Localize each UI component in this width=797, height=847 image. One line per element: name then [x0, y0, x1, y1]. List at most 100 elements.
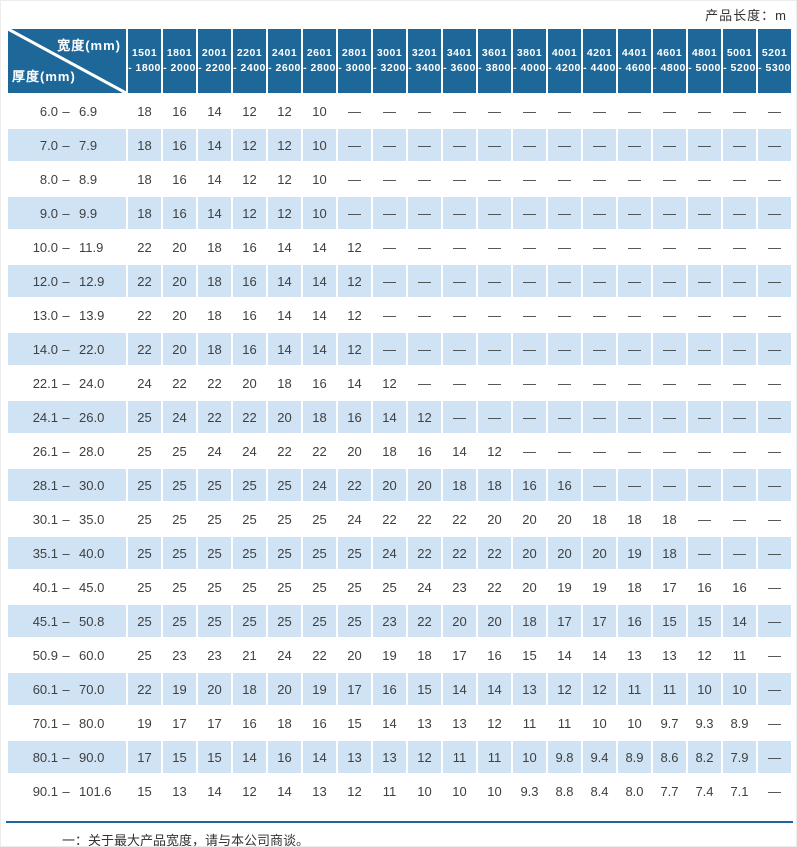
max-length-cell: —	[373, 299, 406, 331]
max-length-cell: 13	[303, 775, 336, 807]
max-length-cell: 11	[478, 741, 511, 773]
row-label-thickness-range: 9.0–9.9	[8, 197, 126, 229]
max-length-cell: —	[723, 367, 756, 399]
max-length-cell: 14	[303, 333, 336, 365]
max-length-cell: —	[583, 129, 616, 161]
max-length-cell: 20	[443, 605, 476, 637]
max-length-cell: 18	[128, 129, 161, 161]
max-length-cell: 14	[268, 265, 301, 297]
max-length-cell: 18	[303, 401, 336, 433]
max-length-cell: —	[618, 401, 651, 433]
range-dash: –	[62, 681, 70, 697]
max-length-cell: 8.4	[583, 775, 616, 807]
max-length-cell: 9.4	[583, 741, 616, 773]
max-length-cell: —	[548, 163, 581, 195]
max-length-cell: —	[758, 265, 791, 297]
max-length-cell: 17	[198, 707, 231, 739]
max-length-cell: 24	[373, 537, 406, 569]
max-length-cell: 20	[408, 469, 441, 501]
max-length-cell: 25	[128, 639, 161, 671]
max-length-cell: —	[758, 605, 791, 637]
row-label-thickness-range: 13.0–13.9	[8, 299, 126, 331]
max-length-cell: —	[373, 197, 406, 229]
max-length-cell: 25	[163, 435, 196, 467]
table-row: 30.1–35.0 25 25 25 25 25 25 24 22 22 22 20 20 20 18 18 1…	[8, 503, 791, 535]
max-length-cell: —	[688, 299, 721, 331]
max-length-cell: 16	[233, 231, 266, 263]
col-header-width-range: 4601 - 4800	[653, 29, 686, 93]
width-range-to: - 1800	[128, 62, 161, 74]
table-row: 14.0–22.0 22 20 18 16 14 14 12— — — — — — — — — — — —	[8, 333, 791, 365]
max-length-cell: 16	[338, 401, 371, 433]
max-length-cell: 15	[653, 605, 686, 637]
max-length-cell: 15	[688, 605, 721, 637]
max-length-cell: —	[758, 401, 791, 433]
max-length-cell: 20	[163, 299, 196, 331]
max-length-cell: 25	[163, 571, 196, 603]
range-dash: –	[62, 239, 70, 255]
max-length-cell: —	[583, 95, 616, 127]
max-length-cell: 24	[128, 367, 161, 399]
max-length-cell: 22	[338, 469, 371, 501]
max-length-cell: —	[443, 401, 476, 433]
max-length-cell: 22	[478, 537, 511, 569]
max-length-cell: 14	[303, 265, 336, 297]
max-length-cell: 10	[303, 95, 336, 127]
col-header-width-range: 2801 - 3000	[338, 29, 371, 93]
max-length-cell: 10	[618, 707, 651, 739]
max-length-cell: —	[723, 197, 756, 229]
width-range-from: 3801	[516, 47, 543, 59]
max-length-cell: —	[583, 299, 616, 331]
max-length-cell: 18	[653, 537, 686, 569]
range-dash: –	[62, 579, 70, 595]
max-length-cell: —	[338, 197, 371, 229]
max-length-cell: 13	[373, 741, 406, 773]
max-length-cell: 15	[513, 639, 546, 671]
max-length-cell: —	[758, 163, 791, 195]
width-range-to: - 5000	[688, 62, 721, 74]
max-length-cell: 22	[443, 503, 476, 535]
max-length-cell: —	[653, 265, 686, 297]
max-length-cell: —	[723, 401, 756, 433]
max-length-cell: 25	[233, 571, 266, 603]
max-length-cell: 12	[268, 95, 301, 127]
max-length-cell: 20	[233, 367, 266, 399]
thickness-max: 70.0	[79, 681, 105, 697]
max-length-cell: 18	[128, 95, 161, 127]
table-row: 26.1–28.0 25 25 24 24 22 22 20 18 16 14 12— — — — — — — —	[8, 435, 791, 467]
max-length-cell: 20	[548, 503, 581, 535]
max-length-cell: —	[548, 197, 581, 229]
width-range-to: - 5200	[723, 62, 756, 74]
max-length-cell: 14	[443, 435, 476, 467]
max-length-cell: 22	[198, 401, 231, 433]
max-length-cell: 12	[548, 673, 581, 705]
max-length-cell: 18	[198, 333, 231, 365]
col-header-width-range: 2001 - 2200	[198, 29, 231, 93]
max-length-cell: 12	[233, 775, 266, 807]
max-length-cell: 13	[338, 741, 371, 773]
max-length-cell: —	[758, 95, 791, 127]
thickness-min: 70.1	[32, 715, 58, 731]
max-length-cell: 18	[128, 163, 161, 195]
max-length-cell: 15	[338, 707, 371, 739]
max-length-cell: —	[373, 231, 406, 263]
max-length-cell: 16	[548, 469, 581, 501]
width-range-to: - 3600	[443, 62, 476, 74]
max-length-cell: 18	[513, 605, 546, 637]
range-dash: –	[62, 205, 70, 221]
width-range-from: 3201	[411, 47, 438, 59]
thickness-min: 12.0	[32, 273, 58, 289]
max-length-cell: 25	[198, 469, 231, 501]
max-length-cell: 20	[513, 571, 546, 603]
max-length-cell: —	[688, 163, 721, 195]
max-length-cell: 22	[163, 367, 196, 399]
col-header-width-range: 2601 - 2800	[303, 29, 336, 93]
max-length-cell: 14	[303, 231, 336, 263]
max-length-cell: —	[513, 95, 546, 127]
max-length-cell: 12	[233, 197, 266, 229]
max-length-cell: 20	[373, 469, 406, 501]
max-length-cell: 16	[513, 469, 546, 501]
max-length-cell: —	[758, 333, 791, 365]
max-length-cell: 16	[303, 367, 336, 399]
range-dash: –	[62, 477, 70, 493]
